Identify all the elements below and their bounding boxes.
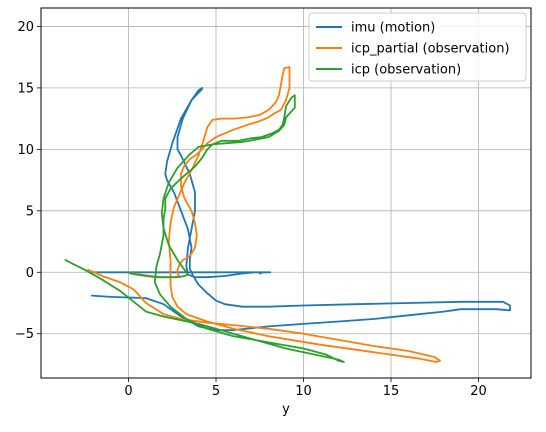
- y-tick-label: 20: [17, 20, 34, 35]
- axis-ticks: 0 5 10 15 20 −5 0 5 10 15 20: [15, 20, 487, 399]
- x-tick-label: 15: [383, 384, 400, 399]
- y-tick-label: 10: [17, 143, 34, 158]
- series-line-2: [87, 66, 441, 363]
- series-line-3: [64, 94, 345, 363]
- legend: imu (motion) icp_partial (observation) icp…: [308, 12, 527, 82]
- y-tick-label: −5: [15, 327, 34, 342]
- series-line-1: [90, 87, 511, 332]
- y-tick-label: 0: [26, 266, 34, 281]
- y-tick-label: 15: [17, 81, 34, 96]
- x-tick-label: 20: [470, 384, 487, 399]
- x-tick-label: 5: [212, 384, 220, 399]
- legend-box: [308, 12, 527, 82]
- legend-label: icp_partial (observation): [351, 42, 510, 57]
- series-lines: [64, 66, 511, 363]
- plot-area-frame: [40, 7, 532, 379]
- x-tick-label: 10: [295, 384, 312, 399]
- legend-label: icp (observation): [351, 63, 461, 78]
- x-tick-label: 0: [124, 384, 132, 399]
- x-axis-label: y: [282, 402, 290, 417]
- y-tick-label: 5: [26, 204, 34, 219]
- legend-label: imu (motion): [351, 21, 435, 36]
